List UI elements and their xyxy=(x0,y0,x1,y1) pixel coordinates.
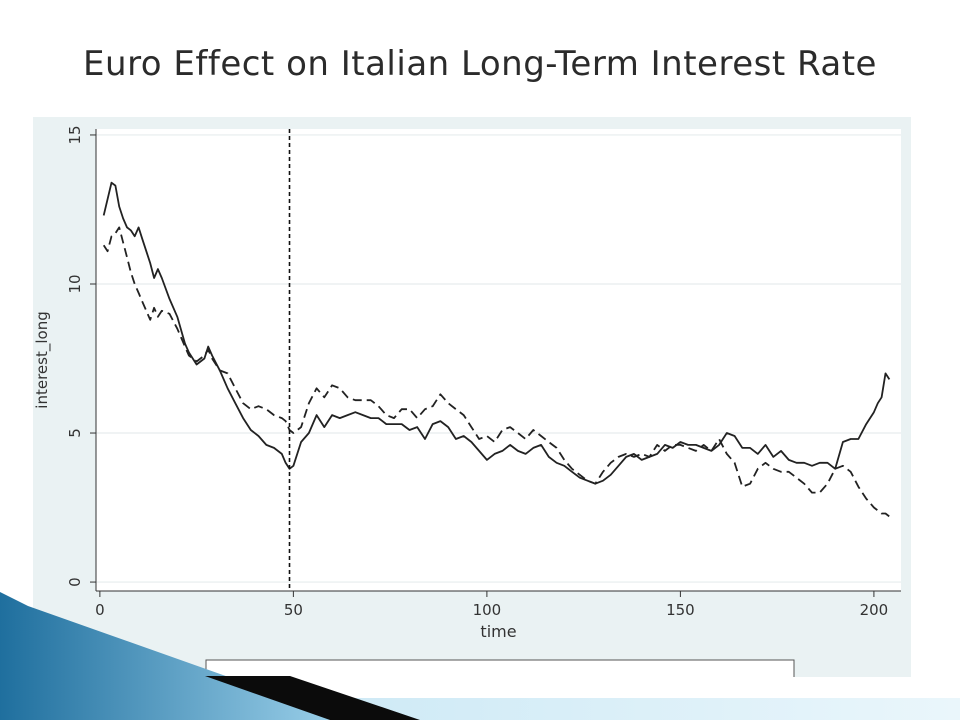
x-tick-label: 0 xyxy=(95,601,105,619)
y-tick-label: 10 xyxy=(66,274,84,293)
legend-box xyxy=(205,659,795,681)
y-tick-label: 5 xyxy=(66,428,84,438)
series-layer xyxy=(102,181,891,518)
series-line-solid xyxy=(102,181,891,485)
decoration-light-band xyxy=(0,698,960,720)
x-tick-label: 200 xyxy=(860,601,889,619)
y-tick-label: 15 xyxy=(66,125,84,144)
x-tick-label: 100 xyxy=(473,601,502,619)
x-tick-label: 150 xyxy=(666,601,695,619)
line-chart: 0 5 10 15 0 50 100 150 200 time interest_long xyxy=(33,117,911,681)
y-tick-label: 0 xyxy=(66,577,84,587)
plot-background xyxy=(96,129,901,591)
slide-title: Euro Effect on Italian Long-Term Interes… xyxy=(83,44,877,84)
x-tick-label: 50 xyxy=(284,601,303,619)
y-axis-label: interest_long xyxy=(33,311,52,408)
series-line-dashed xyxy=(102,226,890,518)
gridlines xyxy=(96,134,901,583)
x-axis-label: time xyxy=(480,622,516,641)
decoration-black-stripe xyxy=(205,676,420,720)
